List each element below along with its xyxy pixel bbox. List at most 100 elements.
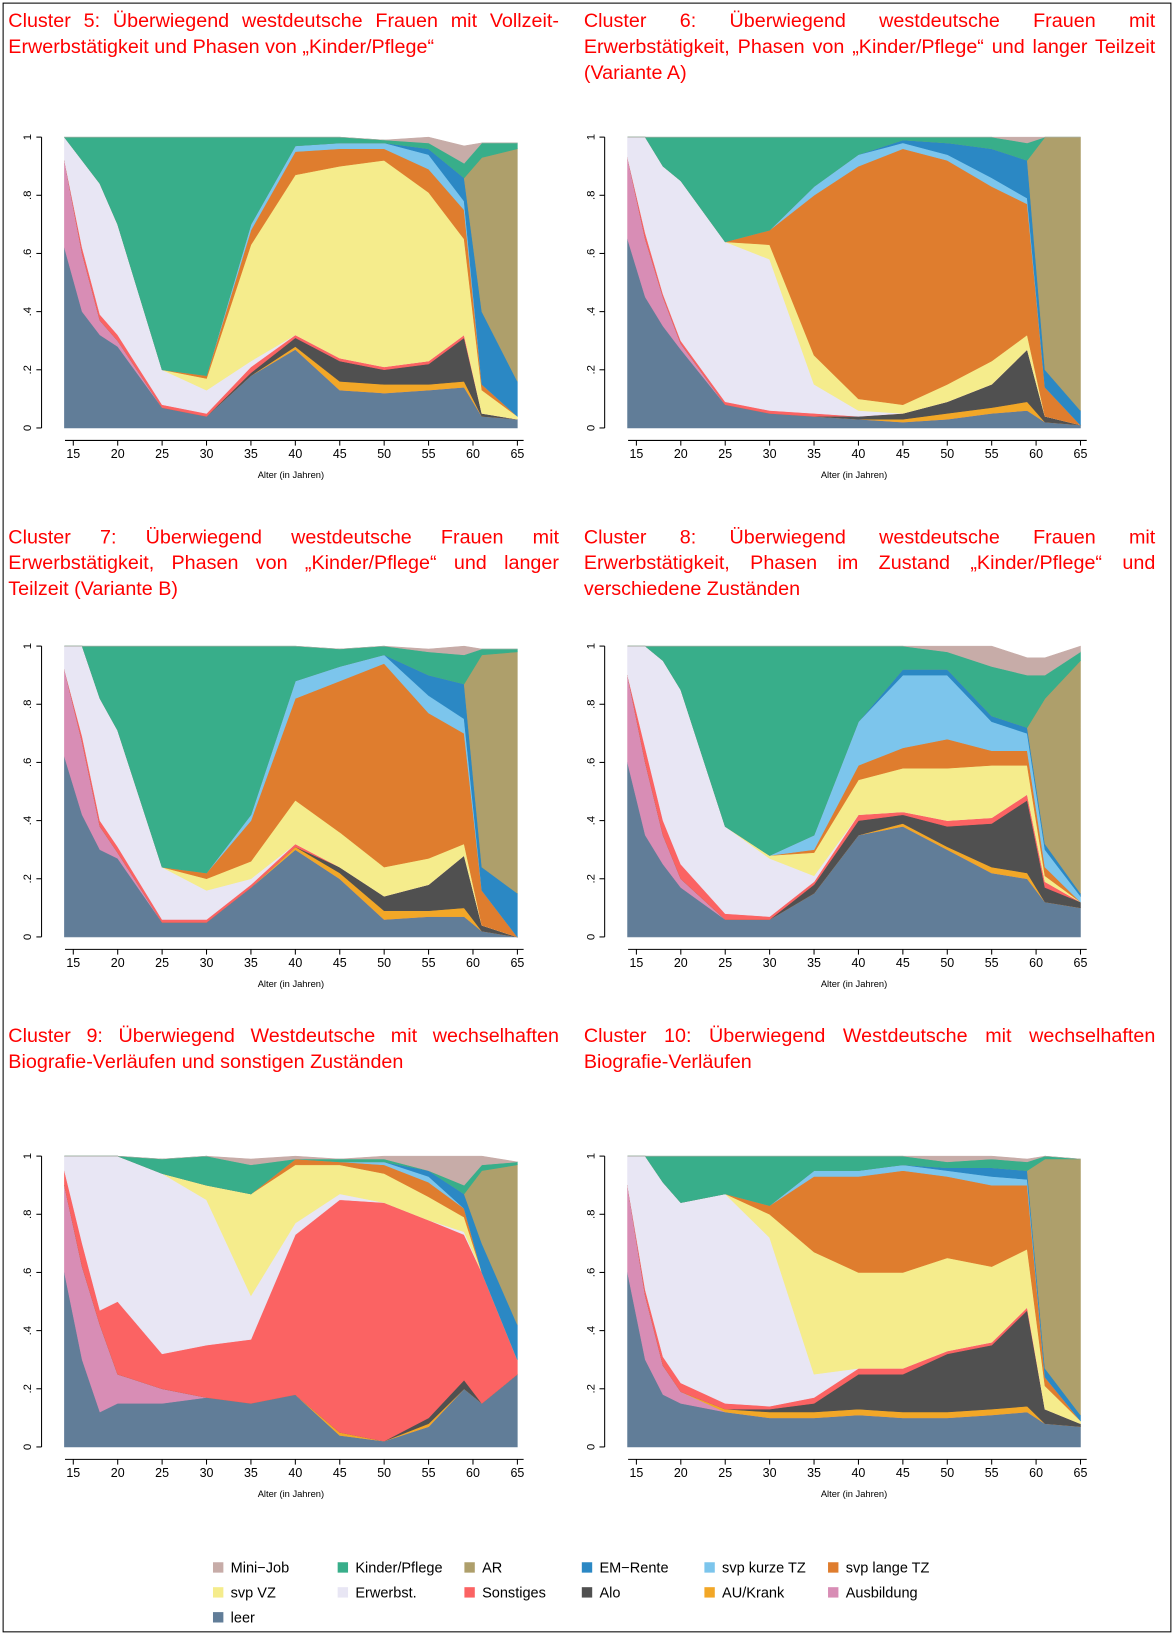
y-tick-label: 1 (22, 643, 34, 649)
x-tick-label: 20 (674, 956, 688, 970)
x-tick-label: 20 (111, 956, 125, 970)
x-tick-label: 30 (200, 956, 214, 970)
y-tick-label: .8 (585, 700, 597, 710)
y-tick-label: 1 (22, 1153, 34, 1159)
x-tick-label: 50 (940, 1466, 954, 1480)
y-tick-label: .4 (585, 306, 597, 316)
y-tick-label: .6 (585, 249, 597, 259)
x-tick-label: 65 (510, 1466, 524, 1480)
x-axis-label: Alter (in Jahren) (821, 979, 887, 989)
x-tick-label: 35 (807, 956, 821, 970)
area (64, 645, 518, 656)
x-tick-label: 60 (466, 447, 480, 461)
x-tick-label: 45 (333, 447, 347, 461)
x-tick-label: 35 (807, 1466, 821, 1480)
x-tick-label: 65 (510, 956, 524, 970)
legend-label: leer (231, 1610, 255, 1626)
legend-swatch (337, 1587, 349, 1598)
x-tick-label: 65 (1074, 1466, 1088, 1480)
legend-label: Sonstiges (482, 1586, 546, 1602)
x-tick-label: 20 (111, 1466, 125, 1480)
y-tick-label: 0 (585, 934, 597, 940)
y-tick-label: .8 (22, 1210, 34, 1220)
x-tick-label: 30 (200, 447, 214, 461)
x-tick-label: 40 (288, 1466, 302, 1480)
legend-label: svp lange TZ (846, 1561, 930, 1577)
y-tick-label: .2 (585, 1384, 597, 1394)
x-tick-label: 50 (377, 1466, 391, 1480)
x-tick-label: 15 (629, 956, 643, 970)
legend-swatch (828, 1562, 839, 1573)
y-tick-label: .8 (585, 1210, 597, 1220)
x-tick-label: 65 (1074, 956, 1088, 970)
legend-swatch (212, 1612, 224, 1623)
y-tick-label: 0 (22, 425, 34, 431)
y-tick-label: .2 (22, 874, 34, 884)
x-tick-label: 35 (244, 447, 258, 461)
legend-label: svp VZ (231, 1586, 276, 1602)
x-tick-label: 50 (940, 956, 954, 970)
legend-swatch (337, 1562, 349, 1573)
legend-label: Erwerbst. (355, 1586, 416, 1602)
x-tick-label: 20 (674, 447, 688, 461)
chart-title: Cluster 9: Überwiegend Westdeutsche mit … (8, 1025, 559, 1074)
y-tick-label: .4 (22, 1325, 34, 1335)
x-tick-label: 30 (763, 1466, 777, 1480)
y-tick-label: .2 (22, 1384, 34, 1394)
x-tick-label: 40 (852, 1466, 866, 1480)
x-tick-label: 60 (1029, 956, 1043, 970)
y-tick-label: .4 (22, 306, 34, 316)
x-tick-label: 45 (896, 447, 910, 461)
y-tick-label: .6 (22, 1268, 34, 1278)
legend-label: Ausbildung (846, 1586, 918, 1602)
x-tick-label: 40 (852, 956, 866, 970)
x-tick-label: 25 (155, 1466, 169, 1480)
x-tick-label: 50 (377, 956, 391, 970)
y-tick-label: .6 (585, 1268, 597, 1278)
x-tick-label: 15 (66, 956, 80, 970)
legend-swatch (581, 1562, 593, 1573)
legend-label: Kinder/Pflege (355, 1561, 442, 1577)
x-tick-label: 50 (377, 447, 391, 461)
area (627, 1155, 1081, 1163)
x-tick-label: 15 (629, 447, 643, 461)
x-tick-label: 25 (155, 447, 169, 461)
x-tick-label: 30 (763, 956, 777, 970)
y-tick-label: .6 (22, 758, 34, 768)
legend-swatch (704, 1562, 715, 1573)
legend-swatch (212, 1587, 224, 1598)
x-tick-label: 55 (422, 956, 436, 970)
x-tick-label: 55 (985, 956, 999, 970)
x-axis-label: Alter (in Jahren) (821, 470, 887, 480)
x-tick-label: 55 (985, 1466, 999, 1480)
x-tick-label: 55 (985, 447, 999, 461)
x-tick-label: 35 (244, 1466, 258, 1480)
x-tick-label: 45 (333, 956, 347, 970)
legend-swatch (828, 1587, 839, 1598)
x-tick-label: 65 (510, 447, 524, 461)
y-tick-label: .8 (22, 191, 34, 201)
area (627, 645, 1081, 676)
legend-label: Alo (599, 1586, 620, 1602)
legend-label: svp kurze TZ (722, 1561, 806, 1577)
legend-swatch (581, 1587, 593, 1598)
y-tick-label: .2 (22, 365, 34, 375)
y-tick-label: 1 (585, 643, 597, 649)
x-axis-label: Alter (in Jahren) (821, 1489, 887, 1499)
y-tick-label: .4 (22, 815, 34, 825)
x-tick-label: 25 (718, 956, 732, 970)
area (64, 136, 518, 164)
legend-label: AU/Krank (722, 1586, 785, 1602)
x-tick-label: 60 (466, 1466, 480, 1480)
x-tick-label: 45 (896, 956, 910, 970)
legend-label: AR (482, 1561, 502, 1577)
x-tick-label: 15 (629, 1466, 643, 1480)
x-tick-label: 25 (718, 447, 732, 461)
x-tick-label: 35 (807, 447, 821, 461)
legend-label: EM−Rente (599, 1561, 668, 1577)
y-tick-label: .2 (585, 365, 597, 375)
chart-title: Cluster 8: Überwiegend westdeutsche Frau… (583, 526, 1156, 601)
